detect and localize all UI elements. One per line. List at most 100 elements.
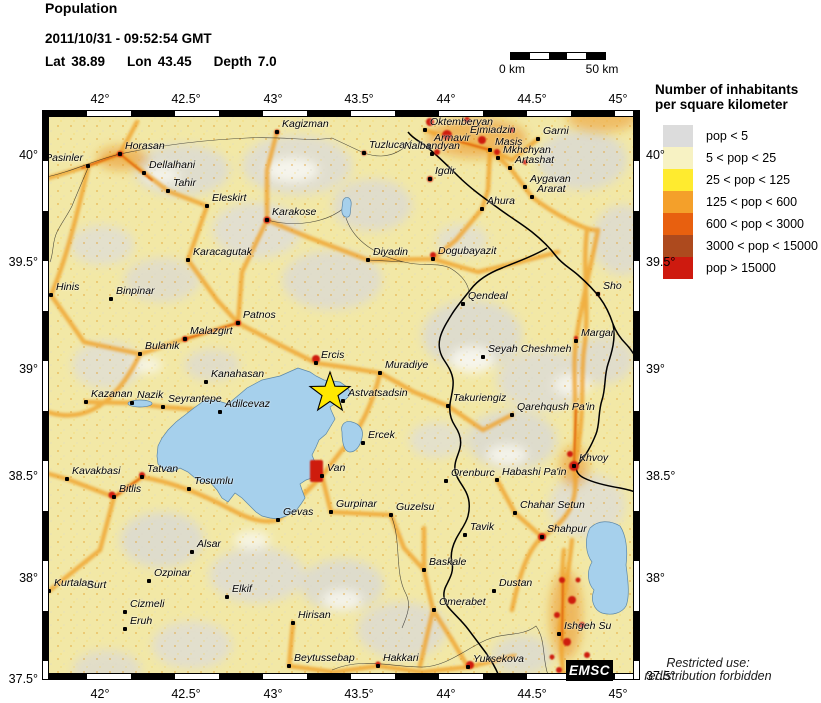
event-datetime: 2011/10/31 - 09:52:54 GMT (45, 31, 212, 46)
city-dot (276, 518, 280, 522)
city-label: Omerabet (439, 596, 486, 608)
city-dot (496, 156, 500, 160)
city-label: Gevas (283, 506, 314, 518)
city-dot (432, 608, 436, 612)
city-dot (190, 550, 194, 554)
city-label: Yuksekova (473, 653, 524, 665)
city-dot (510, 413, 514, 417)
city-dot (389, 513, 393, 517)
city-dot (183, 337, 187, 341)
emsc-logo: EMSC (566, 660, 613, 681)
lake-balik (341, 197, 352, 218)
city-label: Horasan (125, 140, 165, 152)
city-label: Garni (543, 125, 569, 137)
city-label: Kagizman (282, 118, 329, 130)
axis-label-lon-bottom: 44.5° (517, 687, 547, 701)
city-label: Eleskirt (212, 192, 247, 204)
city-label: Orenburc (451, 467, 495, 479)
city-dot (461, 302, 465, 306)
city-label: Karakose (272, 206, 317, 218)
rivers (42, 137, 549, 676)
legend-item: 3000 < pop < 15000 (663, 235, 821, 257)
lake-nazik (127, 399, 153, 408)
lat-label: Lat (45, 54, 66, 69)
city-dot (530, 195, 534, 199)
city-label: Eruh (130, 615, 153, 627)
city-dot (147, 579, 151, 583)
legend-item-label: 5 < pop < 25 (706, 151, 777, 165)
city-label: Sho (603, 280, 622, 292)
legend-swatch (663, 125, 693, 147)
city-dot (508, 166, 512, 170)
city-label: Bitlis (119, 483, 142, 495)
city-label: Nalbandyan (403, 140, 461, 152)
map-frame-top (42, 110, 640, 117)
city-label: Dogubayazit (438, 245, 497, 257)
city-label: Muradiye (385, 359, 429, 371)
axis-label-lat-left: 37.5° (8, 672, 38, 686)
city-label: Kazanan (91, 388, 133, 400)
city-label: Bulanik (145, 340, 180, 352)
city-dot (47, 589, 51, 593)
lake-ercek (341, 421, 363, 453)
city-label: Tatvan (147, 463, 179, 475)
legend-title: Number of inhabitants per square kilomet… (655, 82, 799, 112)
axis-label-lat-right: 37.5° (646, 669, 676, 683)
epicenter-star (308, 370, 352, 412)
city-label: Hakkari (383, 652, 419, 664)
city-label: Van (327, 462, 346, 474)
city-dot (138, 352, 142, 356)
city-label: Tuzluca (369, 139, 405, 151)
lon-label: Lon (127, 54, 152, 69)
city-label: Tavik (470, 521, 495, 533)
legend-item: 125 < pop < 600 (663, 191, 821, 213)
city-dot (204, 380, 208, 384)
axis-label-lon-top: 44.5° (517, 92, 547, 106)
city-dot (320, 474, 324, 478)
city-dot (376, 664, 380, 668)
city-dot (427, 144, 431, 148)
lon-value: 43.45 (157, 54, 192, 69)
restricted-use-notice: Restricted use: redistribution forbidden (644, 656, 772, 683)
scale-segment (511, 53, 530, 59)
city-dot (574, 339, 578, 343)
city-dot (446, 404, 450, 408)
page-title: Population (45, 0, 118, 16)
map-frame-bottom (42, 673, 640, 680)
city-label: Alsar (197, 538, 221, 550)
city-label: Mkhchyan (503, 144, 551, 156)
city-label: Kanahasan (211, 368, 265, 380)
city-dot (123, 610, 127, 614)
legend-swatch (663, 191, 693, 213)
legend-item: pop < 5 (663, 125, 821, 147)
city-dot (314, 361, 318, 365)
city-dot (492, 589, 496, 593)
axis-label-lon-top: 44° (436, 92, 456, 106)
city-dot (523, 185, 527, 189)
axis-label-lat-right: 40° (646, 148, 665, 162)
city-dot (130, 401, 134, 405)
legend-item-label: 125 < pop < 600 (706, 195, 798, 209)
city-label: Diyadin (373, 246, 409, 258)
city-label: Tahir (173, 177, 196, 189)
city-dot (84, 400, 88, 404)
city-dot (118, 152, 122, 156)
city-dot (572, 464, 576, 468)
city-label: Qarehqush Pa'in (517, 401, 595, 413)
legend-item-label: pop < 5 (706, 129, 749, 143)
axis-label-lat-right: 39.5° (646, 255, 676, 269)
country-borders (407, 131, 640, 680)
depth-label: Depth (213, 54, 252, 69)
city-dot (444, 479, 448, 483)
city-dot (481, 355, 485, 359)
city-label: Cizmeli (130, 598, 165, 610)
axis-label-lon-bottom: 43° (263, 687, 283, 701)
axis-label-lon-top: 42° (90, 92, 110, 106)
map-frame-left (42, 110, 49, 680)
city-label: Adilcevaz (225, 398, 270, 410)
axis-label-lon-top: 43.5° (344, 92, 374, 106)
city-dot (49, 293, 53, 297)
scale-bar: 0 km 50 km (499, 52, 618, 82)
scale-segment (548, 53, 568, 59)
